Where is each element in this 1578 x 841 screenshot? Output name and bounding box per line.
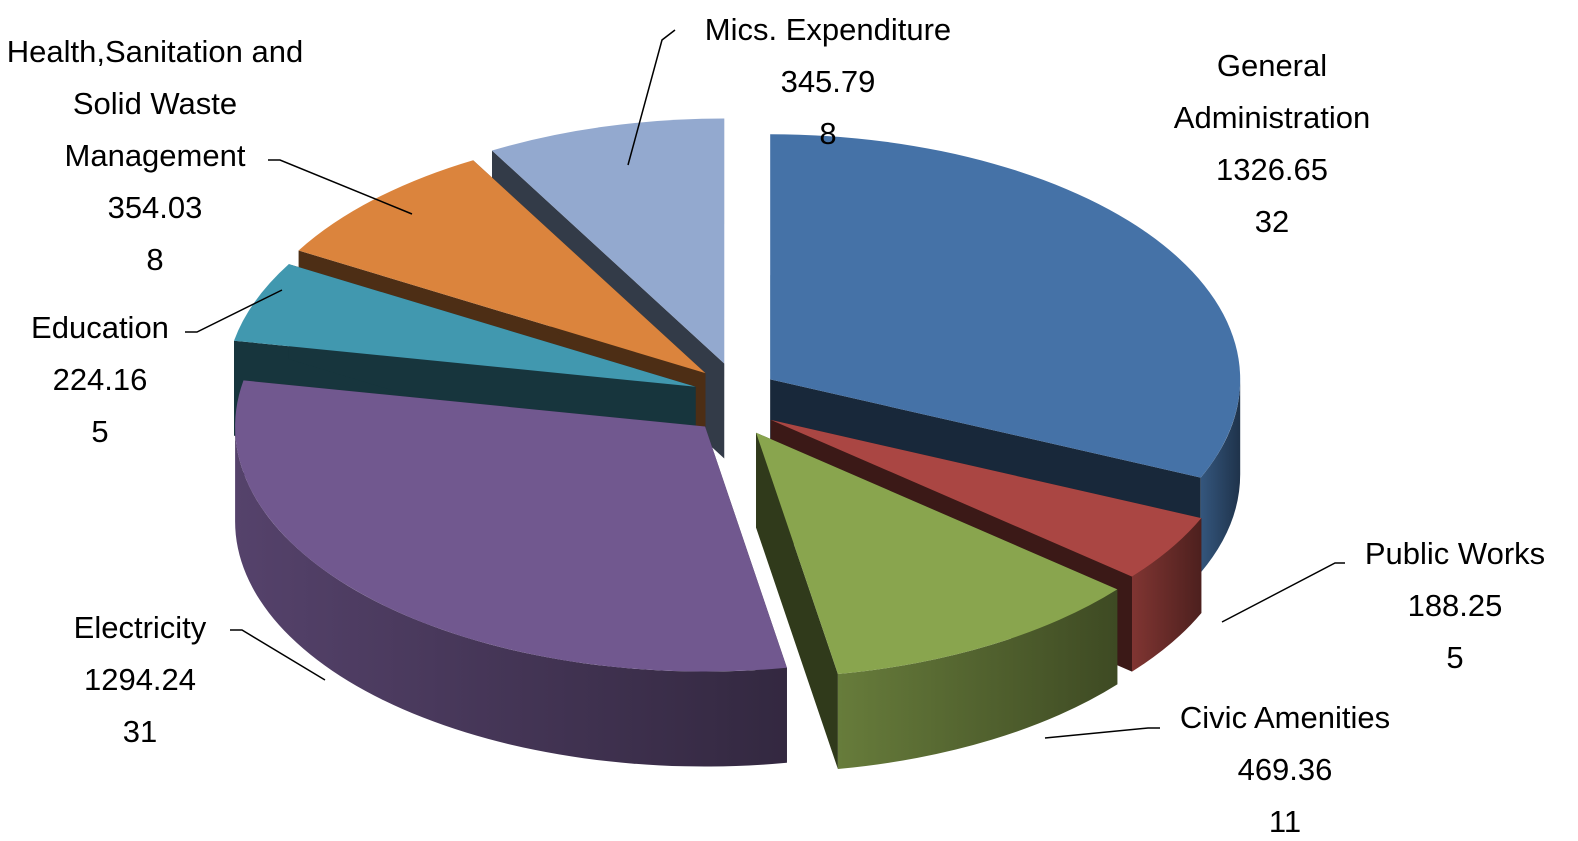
slice-label: Health,Sanitation and Solid Waste Manage… bbox=[5, 26, 305, 286]
label-percent: 8 bbox=[146, 242, 164, 277]
label-percent: 5 bbox=[91, 414, 109, 449]
slice-label: Education 224.16 5 bbox=[0, 302, 200, 458]
slice-label: Civic Amenities 469.36 11 bbox=[1155, 692, 1415, 841]
label-percent: 32 bbox=[1254, 204, 1290, 239]
slice bbox=[770, 419, 1202, 577]
label-category: Mics. Expenditure bbox=[704, 12, 952, 47]
slice-side bbox=[756, 432, 838, 769]
slice-wall bbox=[235, 426, 787, 767]
label-value: 469.36 bbox=[1237, 752, 1333, 787]
slice bbox=[234, 264, 696, 387]
slice-wall bbox=[837, 589, 1118, 769]
label-category: General Administration bbox=[1173, 48, 1371, 135]
label-category: Public Works bbox=[1364, 536, 1546, 571]
label-percent: 11 bbox=[1268, 804, 1302, 839]
label-category: Education bbox=[31, 310, 169, 345]
slice bbox=[235, 380, 787, 672]
slice bbox=[770, 134, 1241, 478]
slice-label: Mics. Expenditure 345.79 8 bbox=[668, 4, 988, 160]
label-category: Electricity bbox=[73, 610, 207, 645]
label-value: 1294.24 bbox=[83, 662, 197, 697]
label-percent: 5 bbox=[1446, 640, 1464, 675]
label-category: Health,Sanitation and Solid Waste Manage… bbox=[6, 34, 304, 173]
leader-line bbox=[268, 159, 413, 215]
label-percent: 8 bbox=[819, 116, 837, 151]
slice-label: General Administration 1326.65 32 bbox=[1142, 40, 1402, 248]
slice-wall bbox=[1200, 379, 1241, 573]
label-percent: 31 bbox=[122, 714, 158, 749]
label-value: 188.25 bbox=[1407, 588, 1503, 623]
label-value: 224.16 bbox=[52, 362, 148, 397]
slice bbox=[298, 160, 706, 374]
leader-line bbox=[1221, 562, 1345, 623]
slice-label: Public Works 188.25 5 bbox=[1335, 528, 1575, 684]
slice bbox=[492, 118, 725, 364]
slice-wall bbox=[1132, 518, 1202, 672]
slice bbox=[756, 432, 1118, 674]
leader-line bbox=[185, 289, 283, 333]
label-value: 1326.65 bbox=[1215, 152, 1329, 187]
slice-label: Electricity 1294.24 31 bbox=[40, 602, 240, 758]
label-value: 354.03 bbox=[107, 190, 203, 225]
leader-line bbox=[627, 29, 676, 166]
leader-line bbox=[230, 629, 326, 681]
label-category: Civic Amenities bbox=[1179, 700, 1391, 735]
label-value: 345.79 bbox=[780, 64, 876, 99]
leader-line bbox=[1044, 727, 1160, 739]
